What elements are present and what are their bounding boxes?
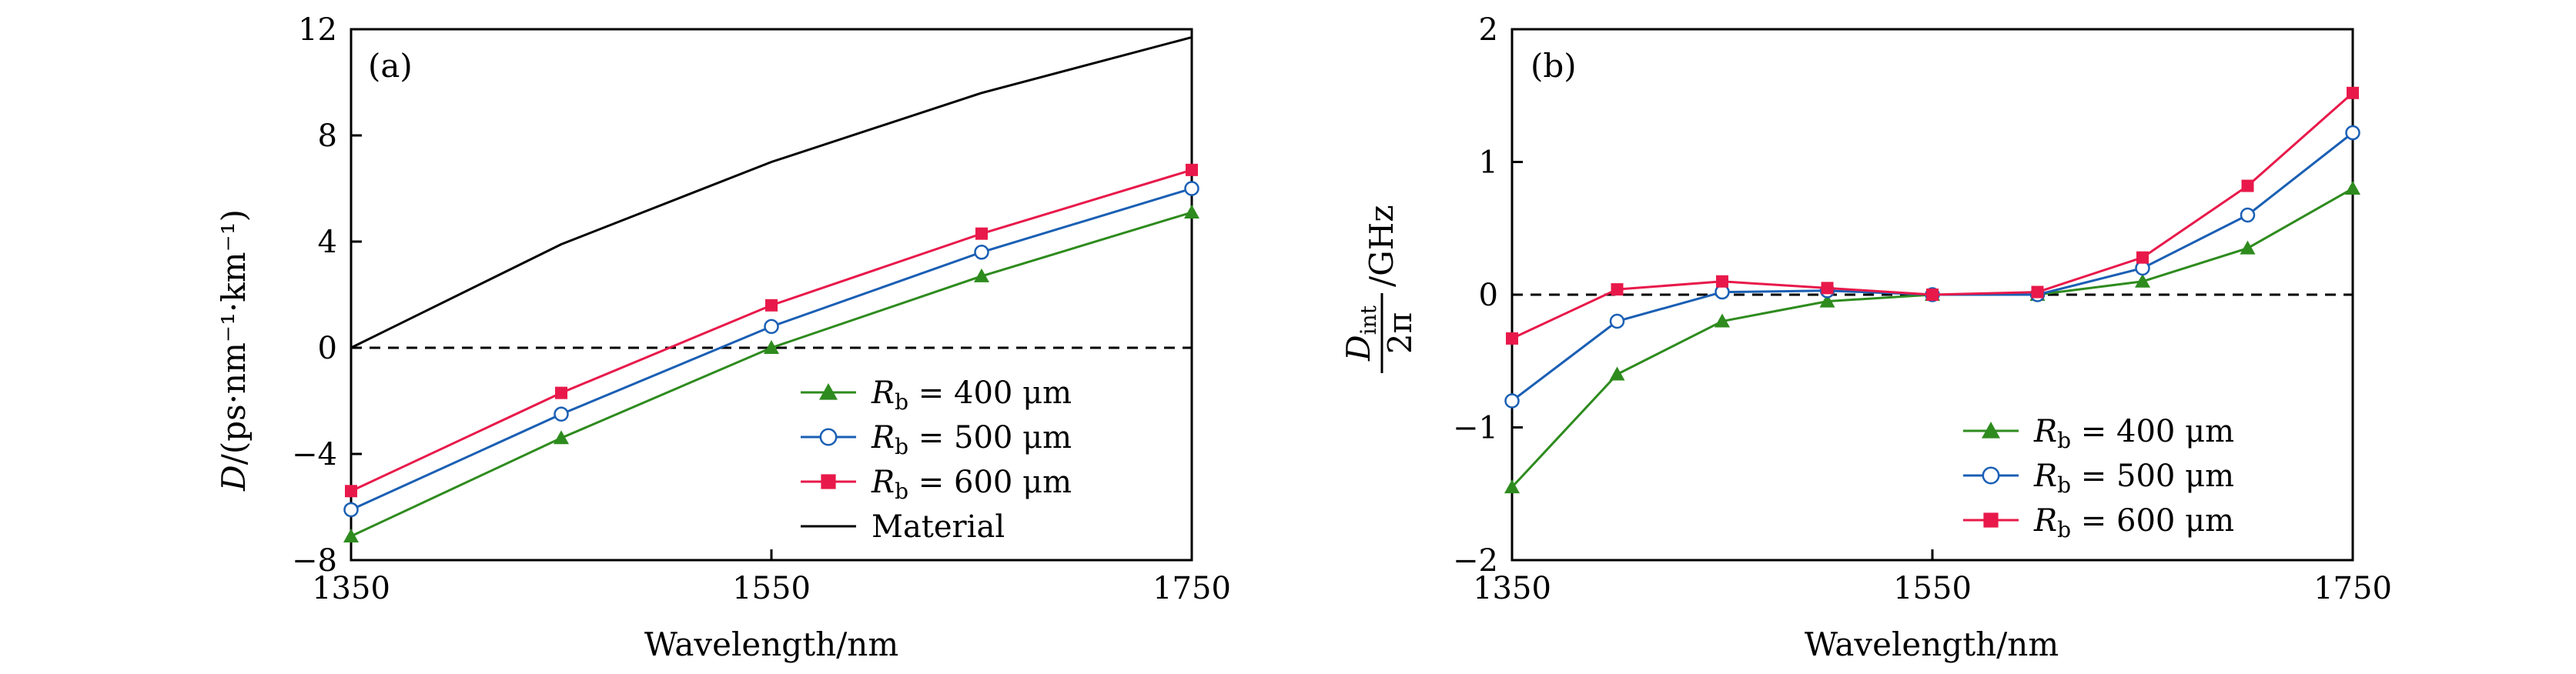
panel-a-data-point-triangle [1184,205,1199,219]
panel-b-y-axis-numerator: Dint [1340,305,1381,362]
panel-a-legend-label-material: Material [871,509,1005,545]
panel-a-y-tick-label: −4 [292,437,337,472]
panel-a-y-tick-label: 8 [318,118,337,154]
panel-a-legend-marker-circle [819,428,838,446]
panel-b-data-point-triangle [2135,273,2150,288]
panel-a-data-point-square [765,299,778,312]
panel-b-data-point-square [2347,86,2359,99]
panel-b-legend-label-circle: Rb = 500 μm [2033,459,2234,498]
panel-a-x-axis-title: Wavelength/nm [644,626,898,663]
panel-b-y-axis-units: /GHz [1363,205,1400,287]
panel-b-data-point-circle [2240,207,2256,223]
panel-b-data-point-triangle [1819,293,1835,308]
panel-b-legend-marker-circle [1982,466,2000,485]
panel-a-y-tick-label: 0 [318,331,337,366]
panel-b-x-tick-label: 1550 [1893,571,1972,606]
panel-a-y-tick-label: 12 [298,12,337,48]
panel-b-x-axis-title: Wavelength/nm [1805,626,2059,663]
panel-a-data-point-triangle [343,528,359,542]
panel-b-data-point-triangle [2240,240,2256,255]
panel-b-data-point-triangle [1609,366,1625,381]
panel-a-data-point-square [975,227,988,240]
panel-b-label: (b) [1531,47,1577,85]
panel-b-data-point-square [2136,251,2149,264]
panel-b-data-point-square [1506,332,1518,345]
panel-a-data-point-square [345,485,357,498]
panel-b-y-tick-label: 1 [1479,145,1498,181]
panel-a-y-axis-var: D [215,465,253,492]
panel-b-y-axis-denominator: 2π [1381,312,1419,354]
panel-b-y-tick-label: 2 [1479,12,1498,48]
panel-b-data-point-circle [2345,125,2360,141]
panel-a-y-axis-title: D/(ps·nm⁻¹·km⁻¹) [215,209,253,492]
panel-b-x-tick-label: 1350 [1473,571,1551,606]
panel-a: (a) Wavelength/nm D/(ps·nm⁻¹·km⁻¹) 1350 1… [215,12,1231,663]
panel-b-data-point-square [2031,285,2044,299]
panel-b-y-tick-label: −2 [1453,543,1498,579]
panel-a-y-axis-units: /(ps·nm⁻¹·km⁻¹) [215,209,253,465]
panel-a-legend-label-square: Rb = 600 μm [871,465,1072,504]
panel-b: (b) Wavelength/nm Dint 2π /GHz 1350 1550 1… [1340,12,2392,663]
panel-b-data-point-square [2241,179,2254,192]
panel-b-data-point-triangle [2345,181,2360,195]
panel-b-data-point-square [1926,289,1939,301]
panel-b-data-point-square [1821,282,1834,295]
panel-b-y-tick-label: −1 [1453,411,1498,446]
panel-a-y-tick-label: 4 [318,225,337,260]
panel-b-data-point-circle [1504,393,1520,409]
panel-b-y-axis-num-var: D [1340,335,1377,362]
panel-a-legend-label-triangle: Rb = 400 μm [871,375,1072,415]
panel-a-series-line-material [350,35,1193,349]
panel-a-data-point-circle [554,406,569,422]
panel-a-x-tick-label: 1350 [312,571,390,606]
panel-b-data-point-triangle [1504,479,1520,494]
panel-a-legend-marker-square [821,474,836,489]
panel-b-legend-marker-triangle [1982,422,2000,439]
panel-b-data-point-circle [1609,313,1625,329]
panel-b-legend-marker-square [1983,512,1999,528]
panel-b-legend-label-square: Rb = 600 μm [2033,503,2234,542]
panel-b-y-axis-num-sub: int [1356,305,1381,335]
panel-a-data-point-square [555,386,567,399]
panel-a-x-tick-label: 1550 [732,571,811,606]
panel-a-data-point-square [1186,163,1198,176]
panel-a-legend-label-circle: Rb = 500 μm [871,420,1072,459]
panel-b-data-point-triangle [1715,313,1730,328]
panel-a-data-point-circle [343,502,359,518]
panel-b-x-tick-label: 1750 [2313,571,2392,606]
panel-a-data-point-circle [974,245,989,260]
panel-a-data-point-triangle [764,340,779,354]
panel-a-legend-marker-triangle [819,383,838,400]
panel-a-data-point-triangle [974,268,989,282]
panel-b-data-point-square [1716,275,1728,288]
panel-a-y-tick-label: −8 [292,543,337,579]
panel-b-legend-label-triangle: Rb = 400 μm [2033,414,2234,453]
panel-a-data-point-triangle [554,430,569,445]
panel-a-x-tick-label: 1750 [1153,571,1231,606]
panel-b-y-tick-label: 0 [1479,278,1498,313]
panel-a-data-point-circle [1184,181,1199,196]
panel-b-y-axis-title: Dint 2π /GHz [1340,205,1419,373]
panel-a-data-point-circle [764,319,779,335]
panel-a-label: (a) [368,47,413,85]
panel-b-data-point-square [1611,283,1624,296]
